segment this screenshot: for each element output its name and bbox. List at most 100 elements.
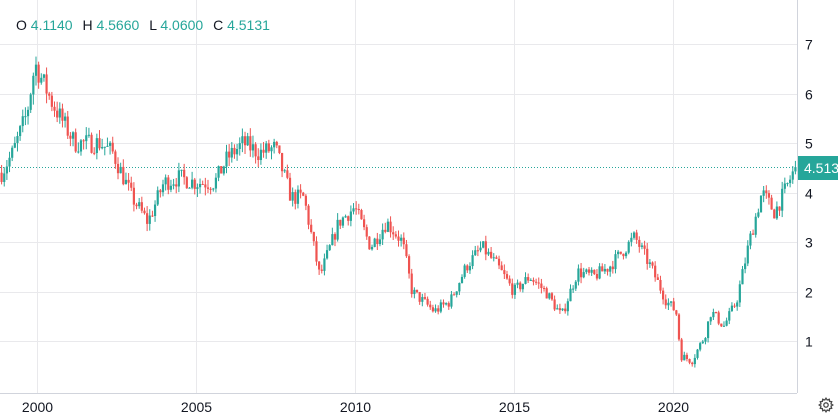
- candle-body: [529, 279, 532, 281]
- candle-body: [101, 147, 104, 149]
- candle-body: [558, 308, 562, 311]
- candle-body: [691, 362, 694, 365]
- candle-body: [392, 232, 395, 235]
- candle-body: [746, 245, 749, 264]
- candle-body: [3, 173, 6, 182]
- candle-body: [29, 94, 32, 110]
- candle-body: [617, 251, 620, 255]
- candle-body: [148, 215, 151, 224]
- candle-body: [773, 209, 776, 219]
- candle-body: [71, 132, 75, 139]
- candle-body: [204, 184, 207, 188]
- candle-body: [648, 262, 651, 264]
- candle-body: [13, 142, 16, 148]
- candle-body: [463, 265, 466, 277]
- candle-body: [82, 140, 85, 142]
- candle-body: [635, 232, 638, 240]
- candle-body: [540, 283, 543, 288]
- candle-body: [201, 183, 204, 185]
- candle-body: [609, 266, 612, 272]
- candle-body: [452, 294, 456, 296]
- gear-icon[interactable]: [818, 397, 834, 413]
- candle-body: [275, 141, 278, 146]
- candle-body: [11, 147, 14, 158]
- candle-body: [331, 234, 334, 246]
- y-tick-label: 1: [805, 334, 813, 350]
- candle-body: [733, 305, 736, 307]
- candle-body: [659, 279, 662, 291]
- candle-body: [230, 147, 233, 158]
- candle-body: [389, 221, 392, 233]
- candle-body: [532, 279, 535, 282]
- candle-body: [130, 182, 133, 188]
- candle-body: [280, 153, 284, 172]
- candle-body: [484, 241, 487, 255]
- candle-body: [363, 219, 366, 228]
- candle-body: [516, 282, 519, 285]
- low-label: L: [149, 17, 157, 33]
- candle-body: [669, 301, 673, 303]
- candle-body: [714, 311, 718, 313]
- candle-body: [159, 190, 162, 193]
- candle-body: [606, 268, 609, 272]
- candle-body: [341, 217, 345, 226]
- candle-body: [378, 239, 382, 245]
- candle-body: [431, 307, 434, 312]
- candle-body: [304, 195, 307, 206]
- candle-body: [58, 108, 61, 118]
- candle-body: [574, 281, 577, 289]
- candle-body: [701, 341, 704, 344]
- candle-body: [90, 134, 93, 153]
- candle-body: [627, 241, 630, 253]
- candle-body: [736, 302, 739, 307]
- candle-body: [212, 188, 215, 190]
- grid-lines: [0, 0, 797, 393]
- candle-body: [751, 233, 755, 235]
- candle-body: [183, 169, 186, 178]
- candle-body: [728, 311, 731, 321]
- candle-body: [402, 237, 405, 245]
- candle-body: [696, 349, 699, 358]
- candle-body: [767, 193, 771, 198]
- candle-body: [675, 310, 678, 315]
- candle-body: [111, 142, 114, 152]
- time-axis[interactable]: 2000 2005 2010 2015 2020: [22, 399, 689, 415]
- candle-body: [622, 253, 625, 257]
- candle-body: [251, 144, 255, 151]
- candle-body: [426, 298, 429, 305]
- x-tick-label: 2015: [499, 399, 530, 415]
- candle-body: [307, 205, 310, 225]
- candle-body: [357, 209, 360, 211]
- price-axis[interactable]: 1 2 3 4 5 6 7: [805, 37, 813, 350]
- candle-body: [140, 202, 143, 211]
- candle-body: [45, 74, 48, 94]
- candle-body: [114, 151, 117, 164]
- candle-body: [511, 283, 514, 295]
- candle-body: [587, 269, 591, 273]
- candle-body: [468, 266, 472, 271]
- candle-body: [513, 284, 517, 295]
- candle-body: [122, 166, 125, 185]
- candle-body: [741, 269, 744, 285]
- candle-body: [786, 183, 789, 185]
- candle-body: [569, 288, 572, 302]
- candle-body: [193, 179, 196, 189]
- candle-body: [79, 140, 83, 152]
- candle-body: [254, 144, 257, 157]
- y-tick-label: 3: [805, 235, 813, 251]
- close-value: 4.5131: [227, 17, 270, 33]
- candle-body: [119, 166, 122, 174]
- candle-body: [336, 219, 339, 240]
- candle-body: [103, 146, 106, 148]
- candle-body: [527, 277, 530, 281]
- candle-body: [638, 239, 641, 247]
- candle-body: [548, 293, 551, 299]
- candle-body: [630, 237, 633, 242]
- candle-body: [177, 170, 180, 187]
- candlestick-series: [0, 56, 797, 368]
- candle-body: [262, 149, 265, 153]
- candle-body: [646, 248, 649, 264]
- candle-body: [553, 299, 556, 310]
- candle-body: [318, 261, 321, 270]
